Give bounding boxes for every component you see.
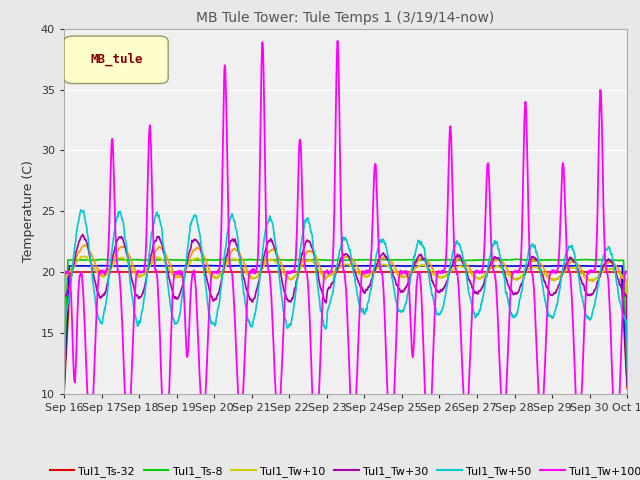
- FancyBboxPatch shape: [64, 36, 168, 84]
- Tul1_Tw+100: [510, 269, 518, 275]
- Tul1_Ts-16: [574, 263, 582, 269]
- Line: Tul1_Ts-8: Tul1_Ts-8: [64, 259, 627, 387]
- Tul1_Ts-8: [589, 257, 597, 263]
- Tul1_Ts-32: [574, 269, 582, 275]
- Tul1_Tw+50: [60, 413, 68, 419]
- Tul1_Ts-16: [362, 263, 370, 269]
- Tul1_Tw+50: [589, 306, 597, 312]
- Tul1_Tw+10: [509, 276, 517, 282]
- Tul1_Ts-16: [60, 388, 68, 394]
- Tul1_Ts-32: [60, 391, 68, 396]
- Tul1_Tw+30: [218, 278, 225, 284]
- Tul1_Ts-8: [217, 257, 225, 263]
- Tul1_Tw+10: [374, 264, 382, 270]
- Tul1_Ts-16: [205, 263, 212, 268]
- Text: MB_tule: MB_tule: [90, 53, 143, 66]
- Tul1_Tw+30: [509, 291, 517, 297]
- Tul1_Tw+100: [161, 451, 169, 457]
- Tul1_Tw+50: [218, 283, 225, 289]
- Tul1_Tw+30: [79, 231, 86, 237]
- Tul1_Ts0: [574, 261, 582, 267]
- Y-axis label: Temperature (C): Temperature (C): [22, 160, 35, 262]
- Tul1_Tw+50: [77, 207, 84, 213]
- Tul1_Tw+10: [574, 267, 582, 273]
- Tul1_Ts-8: [623, 376, 631, 382]
- Tul1_Tw+10: [60, 392, 68, 398]
- Tul1_Tw+30: [374, 257, 382, 263]
- Tul1_Ts-16: [218, 263, 225, 269]
- Tul1_Ts0: [81, 242, 89, 248]
- Tul1_Tw+10: [362, 274, 370, 279]
- Tul1_Tw+50: [623, 366, 631, 372]
- Tul1_Ts-16: [374, 263, 382, 269]
- Tul1_Ts0: [362, 274, 370, 279]
- Tul1_Ts-8: [60, 384, 68, 390]
- Tul1_Tw+100: [334, 38, 342, 44]
- Tul1_Tw+30: [589, 290, 597, 296]
- Line: Tul1_Tw+100: Tul1_Tw+100: [64, 41, 627, 454]
- Legend: Tul1_Ts-32, Tul1_Ts-16, Tul1_Ts-8, Tul1_Ts0, Tul1_Tw+10, Tul1_Tw+30, Tul1_Tw+50,: Tul1_Ts-32, Tul1_Ts-16, Tul1_Ts-8, Tul1_…: [45, 461, 640, 480]
- Tul1_Ts-32: [362, 269, 370, 275]
- Tul1_Tw+100: [589, 269, 597, 275]
- Tul1_Ts0: [374, 260, 382, 265]
- Tul1_Tw+50: [509, 313, 517, 319]
- Tul1_Ts-32: [509, 269, 517, 275]
- Line: Tul1_Tw+10: Tul1_Tw+10: [64, 256, 627, 395]
- Tul1_Ts-16: [589, 263, 597, 269]
- Tul1_Ts-16: [509, 263, 517, 269]
- Line: Tul1_Ts-32: Tul1_Ts-32: [64, 272, 627, 394]
- Tul1_Tw+100: [574, 427, 582, 433]
- Line: Tul1_Ts-16: Tul1_Ts-16: [64, 265, 627, 391]
- Tul1_Tw+100: [623, 268, 631, 274]
- Tul1_Ts-8: [509, 257, 517, 263]
- Tul1_Tw+10: [623, 366, 631, 372]
- Title: MB Tule Tower: Tule Temps 1 (3/19/14-now): MB Tule Tower: Tule Temps 1 (3/19/14-now…: [196, 11, 495, 25]
- Tul1_Tw+50: [574, 267, 582, 273]
- Tul1_Tw+100: [362, 267, 370, 273]
- Tul1_Ts-8: [574, 257, 582, 263]
- Tul1_Ts-8: [374, 257, 382, 263]
- Tul1_Ts-16: [623, 382, 631, 387]
- Tul1_Tw+30: [623, 381, 631, 386]
- Tul1_Ts-32: [374, 269, 382, 275]
- Tul1_Tw+10: [218, 271, 225, 276]
- Tul1_Ts-32: [589, 269, 597, 275]
- Tul1_Ts0: [509, 276, 517, 281]
- Tul1_Ts-8: [362, 257, 370, 263]
- Tul1_Ts-8: [513, 256, 520, 262]
- Tul1_Ts0: [218, 270, 225, 276]
- Tul1_Ts0: [623, 366, 631, 372]
- Tul1_Tw+30: [362, 287, 370, 292]
- Tul1_Ts0: [589, 278, 597, 284]
- Tul1_Tw+50: [374, 244, 382, 250]
- Tul1_Ts-32: [217, 269, 225, 275]
- Line: Tul1_Tw+30: Tul1_Tw+30: [64, 234, 627, 384]
- Line: Tul1_Ts0: Tul1_Ts0: [64, 245, 627, 395]
- Tul1_Tw+100: [60, 391, 68, 397]
- Line: Tul1_Tw+50: Tul1_Tw+50: [64, 210, 627, 416]
- Tul1_Ts-32: [623, 386, 631, 392]
- Tul1_Tw+100: [375, 242, 383, 248]
- Tul1_Tw+10: [589, 276, 597, 282]
- Tul1_Tw+30: [60, 381, 68, 387]
- Tul1_Tw+10: [81, 253, 88, 259]
- Tul1_Tw+30: [574, 265, 582, 271]
- Tul1_Tw+100: [218, 227, 225, 233]
- Tul1_Tw+50: [362, 306, 370, 312]
- Tul1_Ts0: [60, 392, 68, 398]
- Tul1_Ts-32: [295, 269, 303, 275]
